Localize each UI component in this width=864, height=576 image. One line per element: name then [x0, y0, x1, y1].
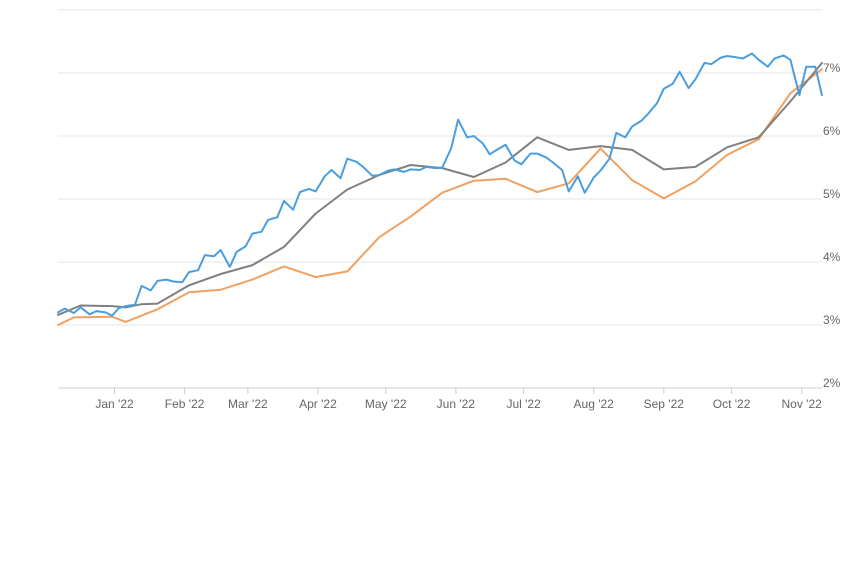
- y-axis-tick-labels: 2% 3% 4% 5% 6% 7%: [823, 61, 841, 390]
- gridlines: [58, 9, 822, 389]
- x-tick-label: Jul '22: [506, 397, 541, 411]
- x-tick-label: Aug '22: [574, 397, 615, 411]
- x-tick-label: Mar '22: [228, 397, 268, 411]
- x-tick-label: Jun '22: [437, 397, 476, 411]
- series-line-1: [57, 61, 823, 316]
- y-tick-label: 7%: [823, 61, 841, 75]
- series-line-2: [57, 68, 823, 326]
- x-tick-label: Oct '22: [713, 397, 751, 411]
- x-tick-label: Sep '22: [644, 397, 685, 411]
- x-tick-label: May '22: [365, 397, 407, 411]
- y-tick-label: 4%: [823, 250, 841, 264]
- x-tick-label: Jan '22: [95, 397, 134, 411]
- y-tick-label: 6%: [823, 124, 841, 138]
- series-lines: [57, 52, 823, 326]
- y-tick-label: 2%: [823, 376, 841, 390]
- y-tick-label: 5%: [823, 187, 841, 201]
- x-tick-label: Apr '22: [299, 397, 337, 411]
- x-tick-label: Feb '22: [165, 397, 205, 411]
- series-line-0: [57, 52, 823, 317]
- y-tick-label: 3%: [823, 313, 841, 327]
- x-axis: Jan '22 Feb '22 Mar '22 Apr '22 May '22 Jun '…: [58, 387, 823, 411]
- x-tick-label: Nov '22: [782, 397, 823, 411]
